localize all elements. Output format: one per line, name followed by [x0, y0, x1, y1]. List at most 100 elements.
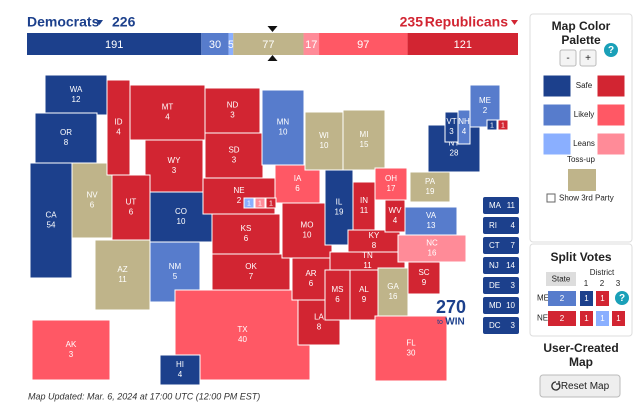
state[interactable] — [204, 132, 264, 179]
state-header: State — [552, 275, 571, 284]
state[interactable] — [149, 191, 213, 243]
tossup-swatch[interactable] — [568, 169, 596, 191]
state[interactable] — [159, 354, 201, 386]
state-abbr: KS — [241, 224, 252, 233]
state[interactable] — [324, 269, 351, 321]
small-state-votes: 10 — [506, 301, 515, 310]
rep-dropdown-arrow[interactable] — [511, 20, 518, 25]
small-state-abbr: RI — [489, 221, 497, 230]
state[interactable] — [274, 164, 321, 204]
split-state-box[interactable] — [548, 291, 576, 306]
zoom-plus-button[interactable] — [579, 49, 597, 67]
state[interactable] — [374, 315, 448, 382]
district-votes: 1 — [501, 122, 505, 129]
state-votes: 3 — [449, 127, 454, 136]
palette-title: Palette — [561, 33, 601, 47]
small-state-abbr: DE — [489, 281, 500, 290]
small-state-button[interactable] — [483, 217, 519, 234]
state[interactable] — [407, 261, 441, 295]
state[interactable] — [211, 253, 291, 291]
palette-swatch[interactable] — [542, 74, 572, 98]
split-state-votes: 2 — [560, 294, 565, 303]
state-votes: 7 — [249, 272, 254, 281]
state-abbr: NE — [233, 186, 244, 195]
state[interactable] — [29, 162, 73, 279]
small-state-button[interactable] — [483, 297, 519, 314]
state-votes: 4 — [165, 113, 170, 122]
state[interactable] — [94, 239, 151, 311]
palette-swatch[interactable] — [596, 103, 626, 127]
split-district-box[interactable] — [580, 291, 593, 306]
palette-swatch[interactable] — [542, 103, 572, 127]
small-state-button[interactable] — [483, 317, 519, 334]
footer: Map Updated: Mar. 6, 2024 at 17:00 UTC (… — [28, 391, 260, 401]
state[interactable] — [144, 139, 204, 193]
split-state-box[interactable] — [548, 311, 576, 326]
state-votes: 54 — [47, 221, 56, 230]
small-state-button[interactable] — [483, 237, 519, 254]
district-box[interactable] — [243, 197, 255, 209]
bar-segment-label: 191 — [105, 39, 123, 51]
bar-segment-label: 17 — [305, 39, 317, 51]
state[interactable] — [31, 319, 111, 381]
small-state-button[interactable] — [483, 277, 519, 294]
tossup-label: Toss-up — [567, 155, 596, 164]
state-abbr: PA — [425, 177, 436, 186]
state[interactable] — [377, 267, 409, 317]
palette-swatch[interactable] — [596, 132, 626, 156]
palette-swatch[interactable] — [596, 74, 626, 98]
zoom-minus-button[interactable] — [559, 49, 577, 67]
dem-dropdown-arrow[interactable] — [96, 20, 103, 25]
state[interactable] — [409, 171, 451, 203]
user-map-title: Map — [569, 355, 593, 369]
small-state-button[interactable] — [483, 257, 519, 274]
state[interactable] — [211, 213, 281, 255]
third-party-checkbox[interactable] — [546, 193, 556, 203]
state[interactable] — [281, 202, 333, 259]
logo-to: to — [437, 319, 443, 326]
district-box[interactable] — [497, 119, 509, 131]
state[interactable] — [469, 84, 501, 128]
state-votes: 6 — [295, 184, 300, 193]
state[interactable] — [304, 111, 344, 171]
palette-swatch[interactable] — [542, 132, 572, 156]
district-box[interactable] — [265, 197, 277, 209]
state-votes: 10 — [177, 217, 186, 226]
split-help-button[interactable] — [615, 291, 629, 305]
split-state: NE — [537, 314, 548, 323]
state[interactable] — [404, 206, 458, 236]
split-district-box[interactable] — [596, 311, 609, 326]
reset-button[interactable] — [539, 374, 621, 398]
small-state-abbr: MA — [489, 201, 502, 210]
state-votes: 10 — [279, 128, 288, 137]
state[interactable] — [261, 89, 305, 166]
state[interactable] — [34, 112, 98, 164]
state[interactable] — [349, 269, 379, 321]
district-box[interactable] — [486, 119, 498, 131]
state-votes: 3 — [172, 166, 177, 175]
state[interactable] — [291, 257, 331, 301]
state-abbr: LA — [314, 313, 324, 322]
state-votes: 3 — [232, 156, 237, 165]
district-votes: 1 — [258, 200, 262, 207]
small-state-button[interactable] — [483, 197, 519, 214]
state[interactable] — [342, 109, 386, 171]
state-votes: 12 — [72, 95, 81, 104]
help-button[interactable] — [604, 43, 618, 57]
district-box[interactable] — [254, 197, 266, 209]
state-votes: 4 — [393, 216, 398, 225]
split-district-box[interactable] — [580, 311, 593, 326]
state-votes: 19 — [335, 208, 344, 217]
split-district-box[interactable] — [596, 291, 609, 306]
state-abbr: TN — [362, 251, 373, 260]
reset-icon — [551, 381, 561, 391]
state-votes: 8 — [372, 241, 377, 250]
district-votes: 1 — [247, 200, 251, 207]
logo-win: WIN — [445, 317, 464, 328]
split-district-box[interactable] — [612, 311, 625, 326]
state-votes: 19 — [426, 187, 435, 196]
state[interactable] — [71, 162, 113, 239]
zoom-plus: + — [585, 53, 591, 64]
state[interactable] — [129, 84, 206, 141]
state[interactable] — [204, 87, 261, 134]
